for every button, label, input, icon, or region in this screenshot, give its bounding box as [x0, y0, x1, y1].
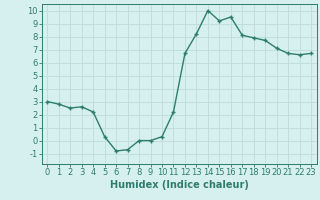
- X-axis label: Humidex (Indice chaleur): Humidex (Indice chaleur): [110, 180, 249, 190]
